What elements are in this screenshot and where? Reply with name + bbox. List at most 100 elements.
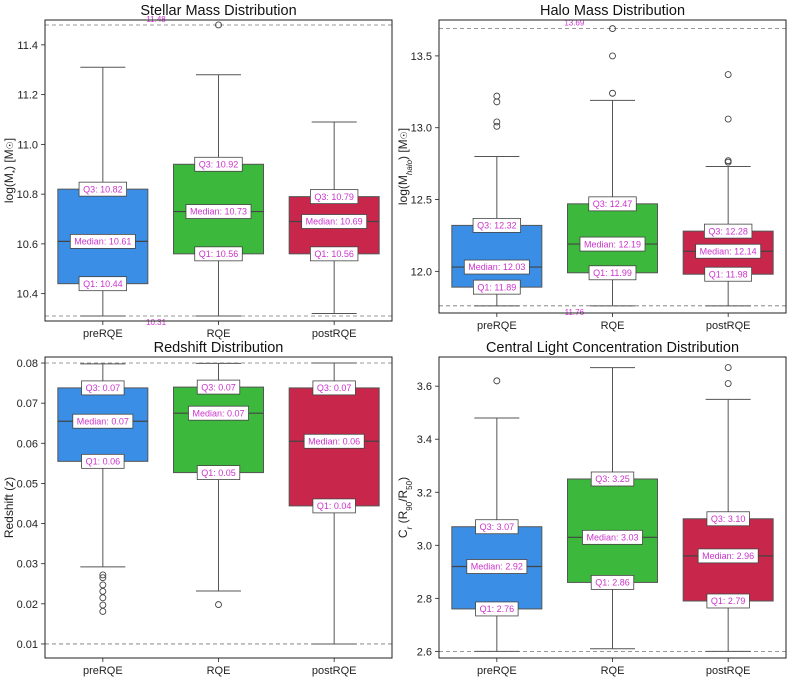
q1-label-frame bbox=[704, 266, 753, 282]
median-label-frame bbox=[303, 433, 365, 449]
reference-line-label: 11.76 bbox=[565, 308, 585, 317]
median-label-group: Median: 10.61 bbox=[69, 233, 136, 249]
outlier-point bbox=[724, 158, 732, 166]
y-axis-label: log(M*) [M☉] bbox=[2, 138, 20, 203]
reference-line-label: 10.31 bbox=[146, 318, 167, 327]
q3-label-frame bbox=[704, 223, 753, 239]
q1-label-group: Q1: 11.98 bbox=[704, 266, 753, 282]
box-postRQE: Q3: 10.79 Median: 10.69 Q1: 10.56 bbox=[288, 121, 380, 315]
median-label-frame bbox=[188, 405, 249, 421]
q1-label-frame bbox=[194, 246, 243, 262]
q1-label-group: Q1: 0.06 bbox=[81, 453, 125, 469]
outlier-point bbox=[215, 21, 222, 29]
y-tick-label: 0.04 bbox=[17, 519, 38, 531]
x-tick-label: preRQE bbox=[477, 320, 517, 332]
q1-label: Q1: 11.98 bbox=[709, 269, 748, 279]
q3-label-frame bbox=[590, 471, 635, 487]
outlier-point bbox=[99, 571, 107, 579]
median-label: Median: 10.69 bbox=[306, 217, 363, 227]
q3-label-frame bbox=[194, 156, 243, 172]
box-preRQE: Q3: 12.32 Median: 12.03 Q1: 11.89 bbox=[451, 92, 543, 307]
q3-label: Q3: 0.07 bbox=[317, 383, 352, 393]
q1-label-group: Q1: 2.76 bbox=[475, 601, 519, 617]
outlier-point bbox=[724, 115, 732, 123]
box-RQE: Q3: 0.07 Median: 0.07 Q1: 0.05 bbox=[173, 362, 264, 609]
outlier-point bbox=[99, 581, 107, 589]
median-label-frame bbox=[301, 214, 368, 229]
y-tick-label: 11.0 bbox=[17, 139, 38, 151]
median-label-group: Median: 2.96 bbox=[697, 548, 759, 564]
q1-label: Q1: 0.05 bbox=[201, 468, 236, 478]
chart-title: Halo Mass Distribution bbox=[540, 3, 685, 19]
median-label-frame bbox=[466, 559, 528, 574]
q3-label-group: Q3: 10.82 bbox=[78, 181, 127, 197]
x-tick-label: postRQE bbox=[312, 665, 357, 677]
median-label-group: Median: 0.07 bbox=[188, 405, 249, 421]
median-label: Median: 2.92 bbox=[471, 562, 523, 572]
y-tick-label: 2.6 bbox=[417, 646, 432, 658]
y-tick-label: 10.6 bbox=[17, 239, 38, 251]
y-tick-label: 0.02 bbox=[17, 599, 38, 611]
q1-label: Q1: 11.89 bbox=[477, 282, 516, 292]
y-tick-label: 0.06 bbox=[17, 438, 38, 450]
q1-label-group: Q1: 2.79 bbox=[706, 593, 750, 609]
q1-label-frame bbox=[310, 246, 359, 262]
median-label-group: Median: 2.92 bbox=[466, 559, 528, 574]
q1-label: Q1: 11.99 bbox=[593, 268, 632, 278]
y-tick-label: 0.03 bbox=[17, 559, 38, 571]
box-RQE: Q3: 3.25 Median: 3.03 Q1: 2.86 bbox=[567, 367, 658, 650]
q1-label: Q1: 2.86 bbox=[595, 578, 630, 588]
outlier-point bbox=[99, 574, 107, 582]
outlier-point bbox=[493, 118, 501, 126]
x-tick-label: preRQE bbox=[83, 665, 123, 677]
outlier-point bbox=[609, 89, 616, 97]
q3-label: Q3: 0.07 bbox=[86, 383, 121, 393]
x-tick-label: postRQE bbox=[706, 320, 751, 332]
outlier-point bbox=[99, 594, 107, 602]
q1-label-frame bbox=[78, 276, 127, 292]
median-label-frame bbox=[695, 243, 762, 259]
q1-label-group: Q1: 10.44 bbox=[78, 276, 127, 292]
y-tick-label: 13.5 bbox=[411, 51, 432, 63]
q3-label-group: Q3: 10.79 bbox=[310, 189, 359, 205]
chart-title: Redshift Distribution bbox=[154, 340, 284, 356]
box-postRQE: Q3: 0.07 Median: 0.06 Q1: 0.04 bbox=[288, 362, 380, 645]
y-tick-label: 12.0 bbox=[411, 266, 432, 278]
q3-label-frame bbox=[472, 217, 521, 233]
q3-label-frame bbox=[588, 196, 637, 212]
q3-label-frame bbox=[81, 380, 125, 396]
y-tick-label: 2.8 bbox=[417, 593, 432, 605]
q3-label-frame bbox=[310, 189, 359, 205]
iqr-box bbox=[451, 224, 543, 288]
q3-label-group: Q3: 12.28 bbox=[704, 223, 753, 239]
outlier-point bbox=[724, 71, 732, 79]
q3-label-frame bbox=[78, 181, 127, 197]
median-label-frame bbox=[69, 233, 136, 249]
q3-label-frame bbox=[475, 519, 519, 535]
q3-label-group: Q3: 10.92 bbox=[194, 156, 243, 172]
q1-label-frame bbox=[81, 453, 125, 469]
y-tick-label: 3.0 bbox=[417, 540, 432, 552]
x-tick-label: postRQE bbox=[706, 665, 751, 677]
q3-label: Q3: 10.79 bbox=[314, 192, 354, 202]
outlier-point bbox=[724, 380, 732, 387]
box-preRQE: Q3: 3.07 Median: 2.92 Q1: 2.76 bbox=[451, 377, 543, 652]
median-label-group: Median: 12.03 bbox=[463, 259, 530, 275]
x-tick-label: RQE bbox=[207, 328, 231, 340]
median-label: Median: 0.07 bbox=[192, 408, 244, 418]
panel-3: Redshift Distribution Redshift (z) 0.01 0.0… bbox=[2, 340, 393, 677]
median-label: Median: 10.73 bbox=[190, 207, 247, 217]
q1-label-group: Q1: 11.89 bbox=[472, 279, 521, 295]
q3-label-group: Q3: 0.07 bbox=[196, 379, 241, 395]
box-preRQE: Q3: 10.82 Median: 10.61 Q1: 10.44 bbox=[57, 66, 149, 317]
q1-label-group: Q1: 0.05 bbox=[196, 465, 241, 480]
q3-label: Q3: 3.10 bbox=[711, 514, 746, 524]
outlier-point bbox=[609, 25, 616, 33]
q3-label: Q3: 3.07 bbox=[480, 522, 515, 532]
outlier-point bbox=[493, 92, 501, 100]
y-tick-label: 0.08 bbox=[17, 358, 38, 370]
q3-label-frame bbox=[706, 511, 750, 527]
box-preRQE: Q3: 0.07 Median: 0.07 Q1: 0.06 bbox=[57, 363, 149, 615]
q1-label-frame bbox=[312, 498, 356, 514]
